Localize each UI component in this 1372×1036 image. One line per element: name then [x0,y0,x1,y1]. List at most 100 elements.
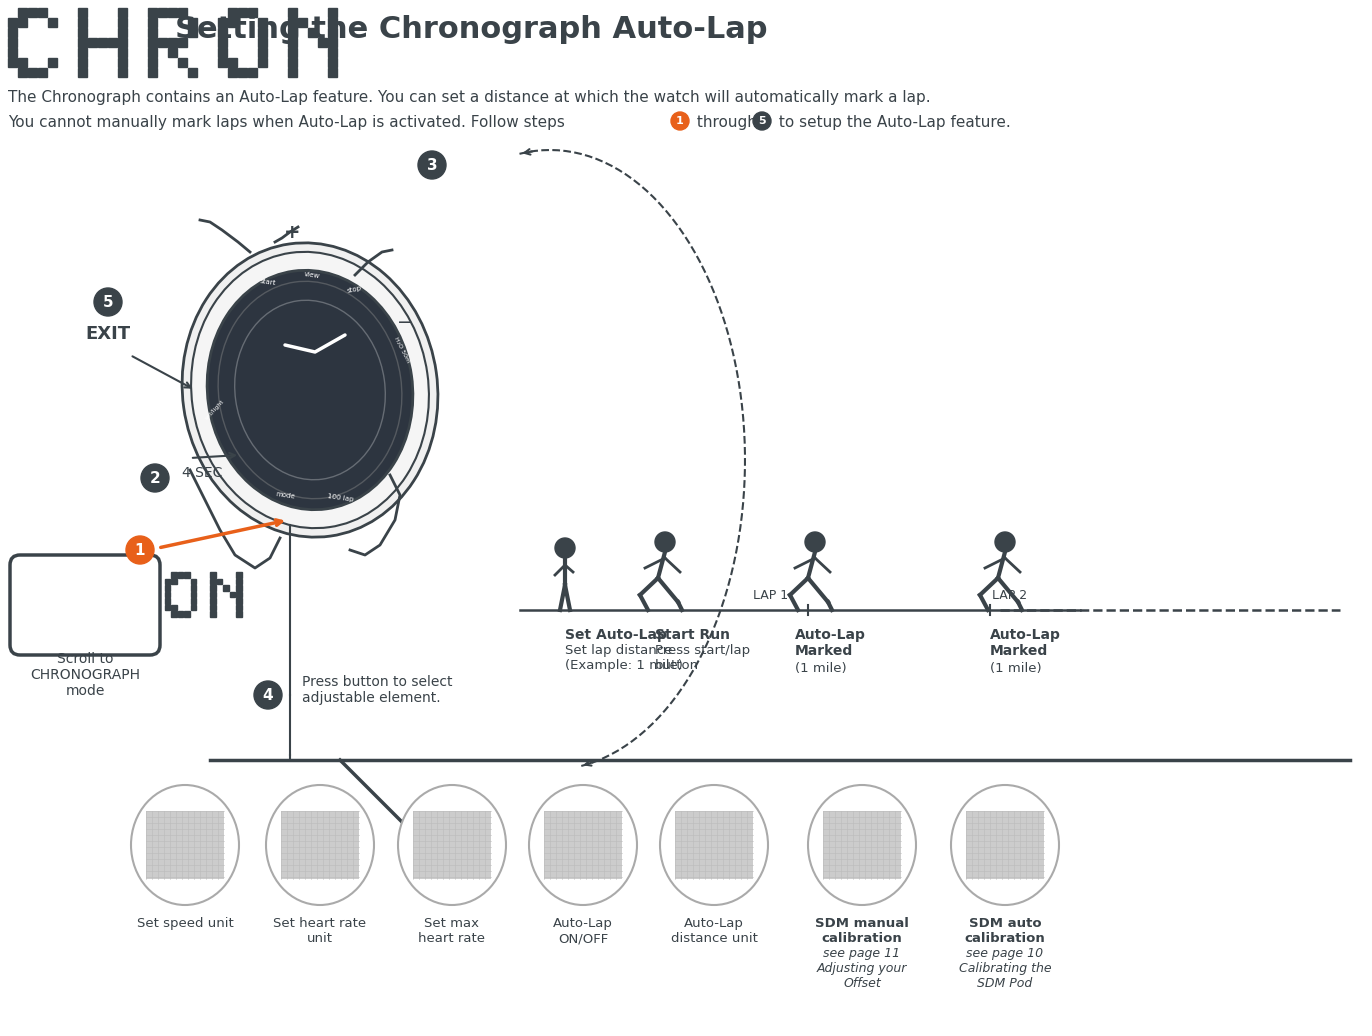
Text: 5: 5 [759,116,766,126]
Bar [178,38,187,47]
Bar [172,578,177,584]
Ellipse shape [530,785,637,905]
Bar [78,8,86,17]
Bar [54,578,59,584]
Bar [188,68,198,77]
Bar [27,604,33,610]
Ellipse shape [191,252,429,528]
Bar [218,38,226,47]
Text: −: − [397,313,413,332]
Bar [8,28,16,37]
Bar [178,58,187,67]
Bar [118,28,128,37]
Bar [177,572,182,577]
Bar [97,38,107,47]
Bar [184,572,189,577]
Bar [119,598,125,604]
Text: 5: 5 [103,294,114,310]
Bar [118,18,128,27]
Bar [165,585,170,591]
Bar [27,8,37,17]
Bar [148,18,156,27]
Text: Set speed unit: Set speed unit [137,917,233,930]
Bar [158,8,167,17]
Bar [148,38,156,47]
Bar [118,48,128,57]
Circle shape [418,151,446,179]
Bar [675,811,753,879]
Bar [298,18,307,27]
Bar [236,604,241,610]
Bar [258,38,268,47]
Text: Scroll to
CHRONOGRAPH
mode: Scroll to CHRONOGRAPH mode [30,652,140,698]
Text: Set max
heart rate: Set max heart rate [418,917,486,945]
Text: LAP 2: LAP 2 [992,588,1028,602]
Bar [148,48,156,57]
Bar [165,598,170,604]
Bar [248,68,257,77]
Bar [119,592,125,597]
Text: 1: 1 [134,543,145,557]
Text: start: start [259,278,277,286]
Bar [18,68,27,77]
Bar [118,8,128,17]
Bar [119,604,125,610]
FancyBboxPatch shape [10,555,161,655]
Bar [210,578,215,584]
Bar [148,58,156,67]
Bar [288,38,296,47]
Bar [132,598,137,604]
Bar [328,48,338,57]
Bar [48,611,54,616]
Bar [145,578,151,584]
Bar [125,592,130,597]
Bar [191,578,196,584]
Bar [100,611,106,616]
Circle shape [254,681,283,709]
Text: LAP 1: LAP 1 [753,588,788,602]
Bar [27,585,33,591]
Text: Press button to select
adjustable element.: Press button to select adjustable elemen… [302,674,453,706]
Bar [74,611,80,616]
Bar [224,585,229,591]
Text: mode: mode [274,491,295,499]
Bar [288,18,296,27]
Text: Auto-Lap
Marked: Auto-Lap Marked [991,628,1061,658]
Bar [88,38,97,47]
Text: Setting the Chronograph Auto-Lap: Setting the Chronograph Auto-Lap [176,15,767,44]
Bar [288,28,296,37]
Ellipse shape [398,785,506,905]
Bar [545,811,622,879]
Bar [281,811,359,879]
Bar [38,8,47,17]
Circle shape [95,288,122,316]
Bar [48,58,58,67]
Bar [228,18,237,27]
Bar [74,604,80,610]
Circle shape [671,112,689,130]
Bar [210,604,215,610]
Text: through: through [691,115,761,130]
Text: 4: 4 [262,688,273,702]
Bar [248,8,257,17]
Bar [237,8,247,17]
Bar [41,611,47,616]
Bar [18,58,27,67]
Bar [167,8,177,17]
Bar [100,578,106,584]
Bar [288,48,296,57]
Bar [966,811,1044,879]
Ellipse shape [235,300,386,480]
Bar [148,68,156,77]
Bar [191,585,196,591]
Bar [18,18,27,27]
Ellipse shape [660,785,768,905]
Bar [158,38,167,47]
Text: 2: 2 [150,470,161,486]
Bar [228,58,237,67]
Bar [34,611,40,616]
Bar [78,28,86,37]
Text: Auto-Lap
Marked: Auto-Lap Marked [794,628,866,658]
Text: 100 lap: 100 lap [327,493,354,502]
Bar [258,28,268,37]
